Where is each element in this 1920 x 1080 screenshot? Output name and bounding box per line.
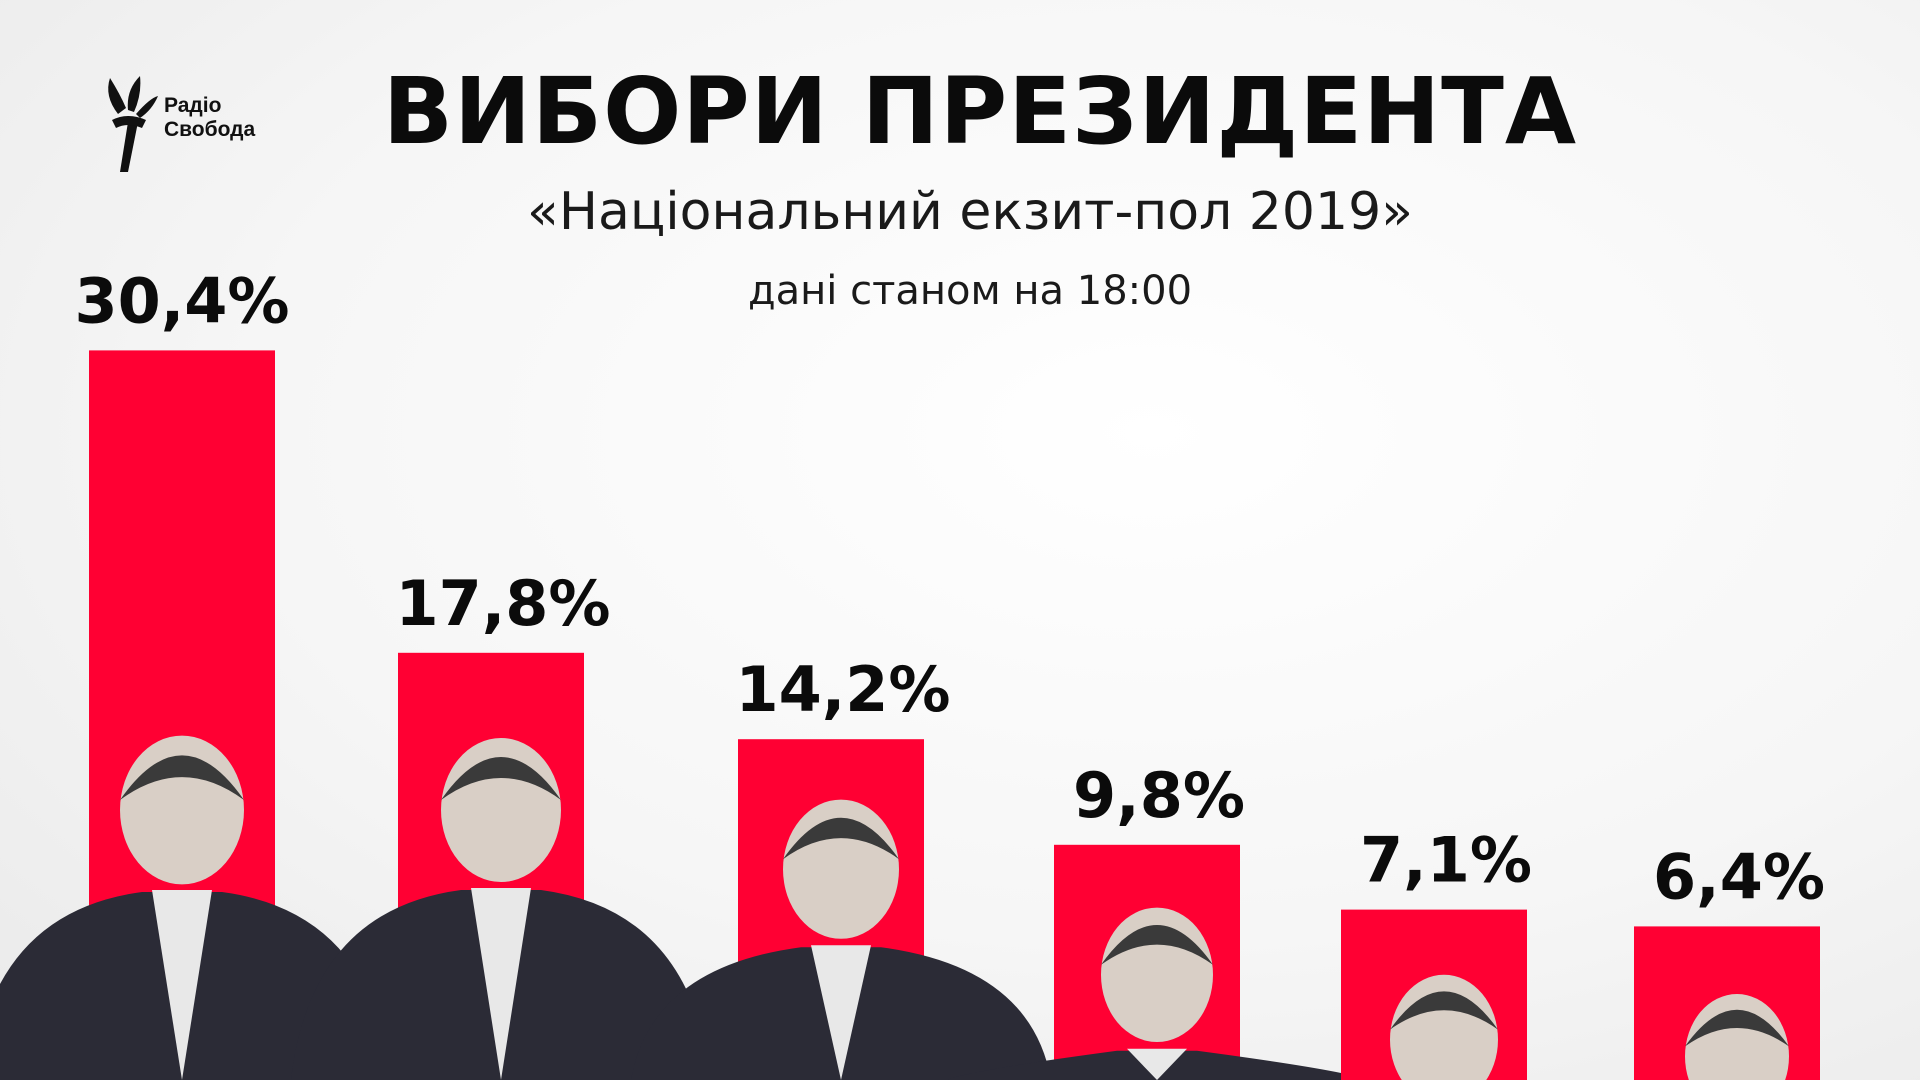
logo-line-2: Свобода [164,118,256,141]
candidate-portrait-2 [291,738,711,1080]
value-label-3: 14,2% [735,653,950,726]
value-label-4: 9,8% [1073,759,1245,832]
page-title: ВИБОРИ ПРЕЗИДЕНТА [382,58,1578,165]
value-label-2: 17,8% [395,567,610,640]
value-label-5: 7,1% [1360,824,1532,897]
candidate-portrait-3 [631,799,1051,1080]
candidate-portrait-5 [1390,974,1498,1080]
data-timestamp-note: дані станом на 18:00 [747,268,1193,314]
page-subtitle: «Національний екзит-пол 2019» [527,182,1413,242]
radio-svoboda-logo: Радіо Свобода [98,74,268,174]
candidate-portrait-6 [1685,994,1789,1080]
logo-text: Радіо Свобода [164,94,255,142]
logo-line-1: Радіо [164,94,222,117]
value-label-1: 30,4% [74,264,289,337]
value-label-6: 6,4% [1653,840,1825,913]
candidate-portrait-4 [947,907,1367,1080]
candidate-portrait-1 [0,735,392,1080]
torch-icon [108,76,158,172]
